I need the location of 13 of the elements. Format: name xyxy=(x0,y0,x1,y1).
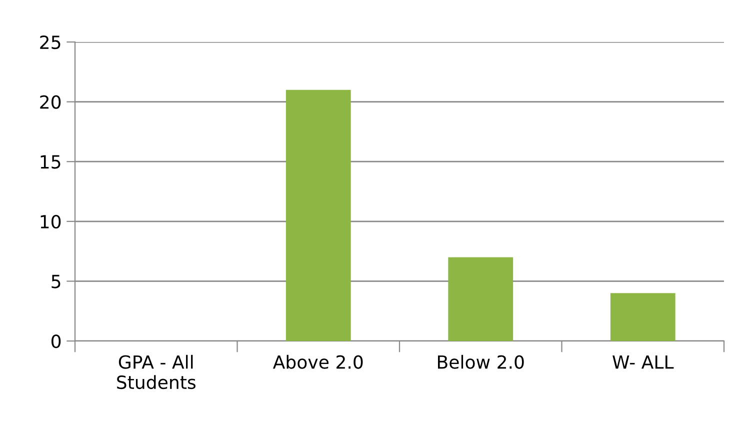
x-tick-label: W- ALL xyxy=(612,355,674,369)
x-tick-label: GPA - All Students xyxy=(117,354,196,390)
y-tick-label: 20 xyxy=(40,95,61,109)
x-tick-label: Above 2.0 xyxy=(272,354,363,369)
y-tick-label: 10 xyxy=(40,214,61,229)
x-tick-label: Below 2.0 xyxy=(438,354,524,369)
y-tick-label: 5 xyxy=(52,274,60,288)
bar xyxy=(610,293,676,341)
y-tick-label: 0 xyxy=(52,334,61,348)
bar xyxy=(286,90,351,341)
y-tick-label: 15 xyxy=(40,155,60,169)
y-tick-label: 25 xyxy=(40,35,60,50)
bar xyxy=(448,257,514,341)
